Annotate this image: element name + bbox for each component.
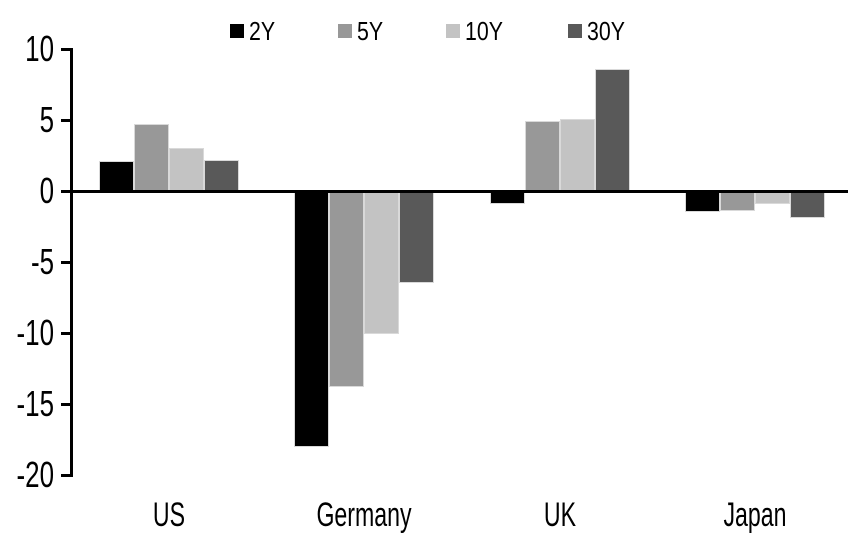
y-axis-tick-label: 5 [39, 99, 54, 140]
y-axis-tick-label: 0 [39, 170, 54, 211]
bar-us-30y [204, 159, 239, 191]
y-axis-tick-mark [61, 260, 71, 264]
bar-japan-5y [719, 191, 755, 211]
bar-uk-5y [524, 121, 560, 191]
bar-uk-10y [559, 118, 595, 191]
y-axis-tick-mark [61, 331, 71, 335]
bar-japan-30y [789, 191, 825, 218]
legend-label: 30Y [586, 16, 625, 46]
bar-us-2y [99, 161, 134, 191]
x-axis-zero-line [70, 189, 848, 193]
legend-label: 2Y [249, 16, 276, 46]
y-axis-tick-mark [61, 189, 71, 193]
legend-item-2y: 2Y [230, 18, 281, 44]
x-axis-label-uk: UK [543, 496, 576, 534]
legend-label: 5Y [356, 16, 383, 46]
y-axis-tick-label: -15 [16, 383, 54, 424]
bar-uk-2y [489, 191, 525, 204]
y-axis-tick-label: -5 [30, 241, 54, 282]
legend-item-5y: 5Y [337, 16, 389, 46]
bar-japan-10y [754, 191, 790, 204]
bar-uk-30y [594, 68, 630, 191]
bar-germany-2y [294, 191, 329, 447]
legend-label: 10Y [464, 16, 503, 46]
legend-swatch-icon [230, 24, 244, 38]
legend-item-10y: 10Y [445, 16, 511, 46]
chart-legend: 2Y 5Y 10Y 30Y [230, 18, 633, 44]
legend-swatch-icon [445, 24, 460, 38]
bar-japan-2y [684, 191, 720, 213]
y-axis-tick-mark [61, 402, 71, 406]
bar-germany-5y [329, 191, 364, 387]
bar-us-5y [134, 124, 169, 191]
legend-item-30y: 30Y [567, 16, 633, 46]
y-axis-tick-label: 10 [25, 28, 54, 69]
y-axis-tick-label: -20 [16, 454, 54, 495]
y-axis-tick-label: -10 [16, 312, 54, 353]
y-axis-tick-mark [61, 473, 71, 477]
legend-swatch-icon [337, 24, 352, 38]
y-axis-line [70, 47, 73, 477]
bar-us-10y [169, 148, 204, 191]
legend-swatch-icon [567, 24, 582, 38]
x-axis-label-japan: Japan [722, 496, 786, 534]
y-axis-tick-mark [61, 118, 71, 122]
x-axis-label-germany: Germany [316, 496, 412, 534]
bar-germany-10y [364, 191, 399, 335]
x-axis-label-us: US [152, 496, 186, 534]
y-axis-tick-mark [61, 47, 71, 51]
bar-germany-30y [399, 191, 434, 284]
